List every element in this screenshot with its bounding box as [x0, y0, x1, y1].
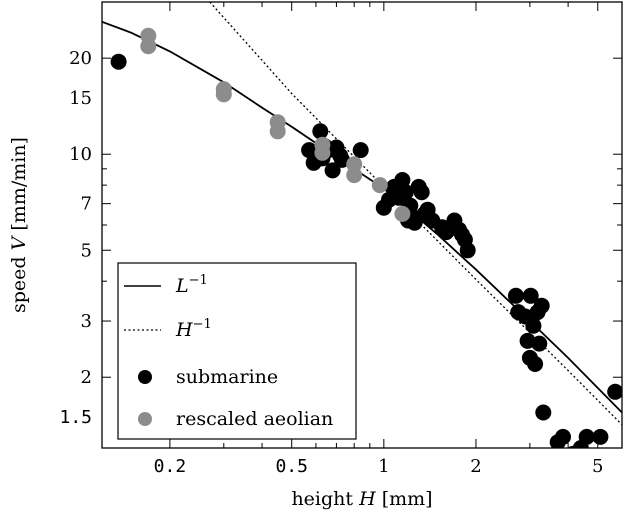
legend-marker — [138, 412, 152, 426]
x-tick-label: 5 — [592, 456, 603, 477]
legend-label: L−1 — [175, 273, 208, 297]
submarine-point — [459, 242, 476, 259]
submarine-point — [533, 297, 550, 314]
aeolian-point — [215, 86, 232, 103]
series-rescaled-aeolian — [140, 27, 411, 222]
submarine-point — [438, 224, 455, 241]
submarine-point — [352, 142, 369, 159]
legend-label: submarine — [176, 366, 278, 388]
legend-box — [117, 262, 357, 440]
line-H-inverse — [209, 2, 622, 426]
y-tick-label: 7 — [81, 194, 92, 215]
aeolian-point — [314, 144, 331, 161]
legend-entry: rescaled aeolian — [138, 408, 333, 430]
y-tick-label: 5 — [81, 240, 92, 261]
submarine-point — [413, 184, 430, 201]
legend-entry: H−1 — [124, 317, 212, 341]
submarine-point — [507, 287, 524, 304]
legend-label: rescaled aeolian — [176, 408, 333, 430]
submarine-point — [522, 287, 539, 304]
aeolian-point — [394, 205, 411, 222]
legend-entry: L−1 — [124, 273, 208, 297]
submarine-point — [555, 428, 571, 445]
y-tick-label: 10 — [69, 144, 92, 165]
y-axis-label: speed V [mm/min] — [8, 137, 30, 313]
x-axis-label: height H [mm] — [291, 488, 432, 510]
submarine-point — [592, 428, 609, 445]
submarine-point — [560, 459, 576, 475]
x-tick-label: 0.5 — [275, 456, 308, 477]
submarine-point — [527, 356, 544, 372]
legend-entry: submarine — [138, 366, 278, 388]
submarine-point — [607, 383, 622, 400]
submarine-point — [334, 151, 350, 168]
submarine-point — [397, 184, 414, 201]
y-tick-label: 3 — [81, 311, 92, 332]
submarine-point — [525, 317, 542, 334]
submarine-point — [394, 172, 411, 188]
ticks-layer: 0.2 0.5 1 2 5 1.5 2 3 5 7 10 15 20 — [59, 1, 623, 477]
aeolian-point — [346, 167, 363, 184]
submarine-point — [535, 404, 552, 421]
legend-marker — [138, 370, 152, 384]
aeolian-point — [371, 177, 388, 194]
y-tick-label: 2 — [81, 367, 92, 388]
x-tick-label: 2 — [470, 456, 481, 477]
submarine-point — [110, 53, 127, 70]
y-tick-label: 1.5 — [59, 407, 92, 428]
submarine-point — [324, 162, 341, 179]
data-layer — [102, 2, 622, 475]
aeolian-point — [140, 38, 157, 55]
y-tick-label: 20 — [69, 48, 92, 69]
y-tick-label: 15 — [69, 88, 92, 109]
submarine-point — [578, 428, 595, 445]
aeolian-point — [269, 123, 286, 140]
legend-label: H−1 — [175, 317, 212, 341]
submarine-point — [312, 123, 329, 140]
x-tick-label: 0.2 — [154, 456, 187, 477]
legend: L−1 H−1 submarine rescaled aeolian — [117, 262, 357, 440]
submarine-point — [531, 335, 548, 352]
x-tick-label: 1 — [378, 456, 389, 477]
